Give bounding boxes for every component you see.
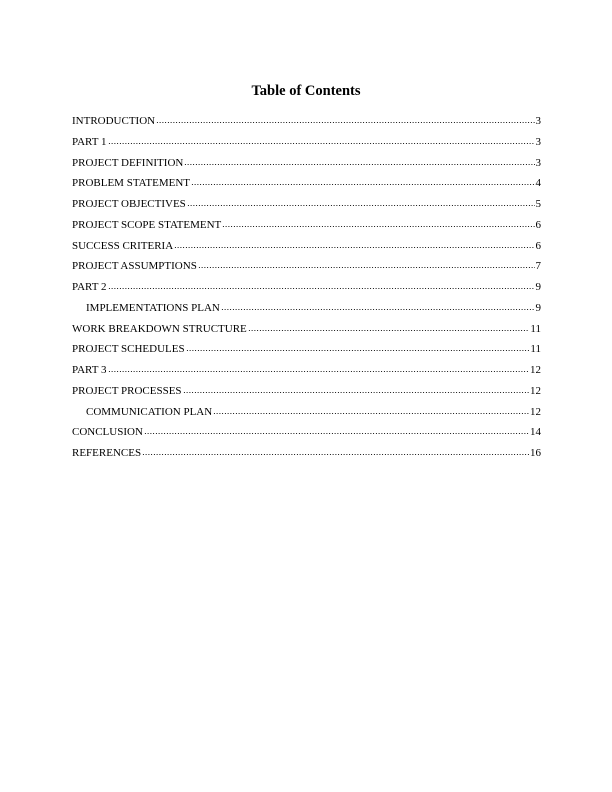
toc-entry[interactable]: PART 2 9 [72, 277, 541, 298]
toc-entry-page: 9 [535, 301, 542, 314]
toc-entry[interactable]: IMPLEMENTATIONS PLAN 9 [72, 298, 541, 319]
toc-entry-page: 5 [535, 198, 542, 210]
dot-leader [156, 122, 535, 123]
toc-entry-page: 3 [535, 135, 542, 148]
dot-leader [174, 246, 535, 248]
dot-leader [107, 142, 535, 144]
dot-leader [142, 454, 529, 455]
toc-entry-page: 12 [530, 405, 541, 418]
toc-entry-label: PROBLEM STATEMENT [72, 177, 190, 190]
toc-entry-label: INTRODUCTION [72, 115, 156, 127]
toc-entry-label: WORK BREAKDOWN STRUCTURE [72, 322, 247, 335]
toc-entry-label: PROJECT ASSUMPTIONS [72, 260, 197, 273]
dot-leader [143, 433, 529, 435]
toc-entry[interactable]: PART 1 3 [72, 132, 541, 153]
dot-leader [107, 371, 529, 372]
toc-entry[interactable]: REFERENCES 16 [72, 443, 541, 464]
toc-entry-label: REFERENCES [72, 447, 142, 459]
toc-entry-page: 9 [535, 281, 542, 293]
toc-title: Table of Contents [251, 83, 361, 99]
toc-entry[interactable]: COMMUNICATION PLAN 12 [72, 402, 541, 423]
toc-entry[interactable]: INTRODUCTION 3 [72, 111, 541, 132]
dot-leader [222, 225, 535, 227]
toc-entry-page: 3 [535, 156, 542, 169]
toc-entry-label: PROJECT PROCESSES [72, 384, 182, 397]
dot-leader [247, 329, 530, 331]
toc-entry[interactable]: PROJECT SCOPE STATEMENT 6 [72, 215, 541, 236]
table-of-contents: INTRODUCTION 3 PART 1 3 PROJECT DEFINITION 3 P… [72, 111, 541, 464]
dot-leader [197, 267, 535, 269]
toc-entry[interactable]: PROJECT OBJECTIVES 5 [72, 194, 541, 215]
toc-entry-label: PROJECT SCHEDULES [72, 343, 185, 356]
toc-entry-page: 6 [535, 239, 542, 252]
toc-entry[interactable]: SUCCESS CRITERIA 6 [72, 236, 541, 257]
toc-entry[interactable]: PART 3 12 [72, 360, 541, 381]
dot-leader [185, 350, 530, 352]
toc-entry-label: PART 2 [72, 281, 107, 293]
toc-entry-page: 6 [535, 218, 542, 231]
dot-leader [186, 205, 535, 206]
toc-entry-label: SUCCESS CRITERIA [72, 239, 174, 252]
toc-entry-page: 14 [530, 426, 541, 439]
toc-entry-page: 3 [535, 115, 542, 127]
toc-entry[interactable]: PROJECT PROCESSES 12 [72, 381, 541, 402]
dot-leader [107, 288, 535, 289]
toc-entry-page: 12 [530, 384, 541, 397]
toc-entry[interactable]: PROJECT SCHEDULES 11 [72, 339, 541, 360]
toc-entry-label: PROJECT OBJECTIVES [72, 198, 186, 210]
toc-entry-label: PROJECT DEFINITION [72, 156, 184, 169]
toc-entry-label: CONCLUSION [72, 426, 143, 439]
toc-entry[interactable]: CONCLUSION 14 [72, 422, 541, 443]
toc-entry-page: 7 [535, 260, 542, 273]
toc-entry-label: PART 1 [72, 135, 107, 148]
toc-entry-page: 11 [530, 343, 541, 356]
toc-entry[interactable]: WORK BREAKDOWN STRUCTURE 11 [72, 319, 541, 340]
toc-entry[interactable]: PROJECT ASSUMPTIONS 7 [72, 256, 541, 277]
dot-leader [191, 184, 535, 186]
toc-entry-label: IMPLEMENTATIONS PLAN [86, 301, 220, 314]
toc-entry-page: 12 [530, 364, 541, 376]
toc-entry[interactable]: PROJECT DEFINITION 3 [72, 153, 541, 174]
dot-leader [213, 412, 529, 414]
toc-entry-page: 4 [535, 177, 542, 190]
toc-entry-label: PART 3 [72, 364, 107, 376]
toc-entry-label: COMMUNICATION PLAN [86, 405, 213, 418]
dot-leader [220, 308, 535, 310]
dot-leader [182, 391, 529, 393]
toc-entry-page: 16 [530, 447, 541, 459]
toc-entry-label: PROJECT SCOPE STATEMENT [72, 218, 222, 231]
toc-entry[interactable]: PROBLEM STATEMENT 4 [72, 173, 541, 194]
dot-leader [184, 163, 535, 165]
toc-entry-page: 11 [530, 322, 541, 335]
